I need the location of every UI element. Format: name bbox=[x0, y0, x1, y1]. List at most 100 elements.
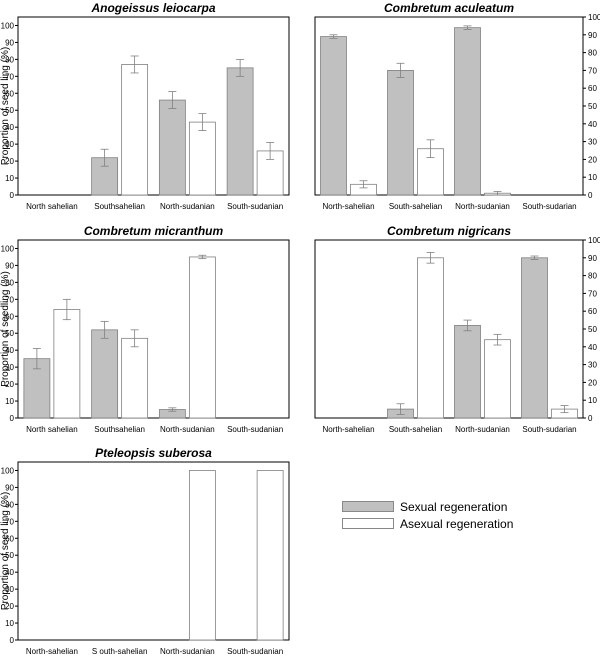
chart-title: Combretum aculeatum bbox=[384, 1, 514, 15]
y-tick-label: 70 bbox=[5, 295, 14, 304]
y-tick-label: 60 bbox=[5, 534, 14, 543]
x-tick-label: South-sahelian bbox=[389, 202, 442, 211]
x-tick-label: North-sudanian bbox=[455, 425, 510, 434]
y-tick-label: 10 bbox=[5, 174, 14, 183]
y-tick-label: 70 bbox=[5, 72, 14, 81]
y-axis-label: Proportion of seed ling (%) bbox=[0, 47, 11, 165]
x-tick-label: South-sudarian bbox=[522, 425, 576, 434]
y-tick-label: 70 bbox=[588, 66, 597, 75]
y-tick-label: 30 bbox=[588, 138, 597, 147]
y-tick-label: 20 bbox=[5, 602, 14, 611]
x-tick-label: South-sudanian bbox=[227, 647, 283, 656]
y-tick-label: 30 bbox=[5, 585, 14, 594]
y-tick-label: 10 bbox=[588, 173, 597, 182]
legend-label-sexual: Sexual regeneration bbox=[400, 499, 508, 514]
legend-item-asexual: Asexual regeneration bbox=[342, 515, 513, 532]
y-axis-label: Proportion of seed ling (%) bbox=[0, 492, 11, 610]
y-tick-label: 90 bbox=[5, 261, 14, 270]
y-tick-label: 50 bbox=[5, 551, 14, 560]
bar-sexual bbox=[158, 99, 186, 196]
y-tick-label: 70 bbox=[5, 517, 14, 526]
legend-swatch-sexual bbox=[342, 501, 394, 512]
y-tick-label: 100 bbox=[1, 466, 15, 475]
y-tick-label: 20 bbox=[588, 378, 597, 387]
y-tick-label: 100 bbox=[588, 236, 600, 245]
bar-asexual bbox=[484, 339, 511, 419]
x-tick-label: North-sudanian bbox=[455, 202, 510, 211]
chart-panel-2: Combretum aculeatum 0 10 20 30 40 50 60 70 80 90 10… bbox=[314, 1, 600, 211]
bar-asexual bbox=[188, 121, 216, 196]
plot-frame bbox=[314, 16, 584, 196]
chart-title: Anogeissus leiocarpa bbox=[90, 1, 215, 15]
bar-sexual bbox=[521, 257, 548, 419]
y-tick-label: 100 bbox=[1, 244, 15, 253]
y-tick-label: 30 bbox=[5, 363, 14, 372]
x-tick-label: North sahelian bbox=[26, 425, 78, 434]
x-tick-label: North-sudanian bbox=[160, 647, 215, 656]
x-tick-label: North-sudanian bbox=[160, 425, 215, 434]
y-tick-label: 60 bbox=[5, 312, 14, 321]
y-tick-label: 30 bbox=[588, 361, 597, 370]
y-tick-label: 50 bbox=[588, 102, 597, 111]
x-tick-label: South-sahelian bbox=[389, 425, 442, 434]
x-tick-label: Southsahelian bbox=[94, 202, 145, 211]
y-tick-label: 80 bbox=[588, 49, 597, 58]
y-tick-label: 100 bbox=[588, 13, 600, 22]
chart-title: Combretum nigricans bbox=[387, 224, 511, 238]
bar-sexual bbox=[320, 36, 347, 196]
y-tick-label: 90 bbox=[5, 483, 14, 492]
legend: Sexual regeneration Asexual regeneration bbox=[342, 498, 513, 532]
y-tick-label: 40 bbox=[5, 123, 14, 132]
y-tick-label: 50 bbox=[588, 325, 597, 334]
y-tick-label: 70 bbox=[588, 289, 597, 298]
x-tick-label: Southsahelian bbox=[94, 425, 145, 434]
chart-panel-1: Anogeissus leiocarpa 0 10 20 30 40 50 60 70 80 90 1… bbox=[0, 1, 290, 211]
y-tick-label: 0 bbox=[588, 414, 593, 423]
bar-asexual bbox=[417, 257, 444, 419]
y-tick-label: 50 bbox=[5, 106, 14, 115]
legend-item-sexual: Sexual regeneration bbox=[342, 498, 513, 515]
y-tick-label: 10 bbox=[5, 619, 14, 628]
y-tick-label: 60 bbox=[588, 84, 597, 93]
chart-panel-5: Pteleopsis suberosa 0 10 20 30 40 50 60 70 80 90 10… bbox=[0, 446, 290, 656]
x-tick-label: North-sudanian bbox=[160, 202, 215, 211]
legend-swatch-asexual bbox=[342, 518, 394, 529]
chart-panel-4: Combretum nigricans 0 10 20 30 40 50 60 70 80 90 10… bbox=[314, 224, 600, 434]
chart-title: Pteleopsis suberosa bbox=[95, 446, 212, 460]
y-tick-label: 0 bbox=[588, 191, 593, 200]
y-tick-label: 80 bbox=[5, 278, 14, 287]
y-tick-label: 0 bbox=[10, 414, 15, 423]
y-tick-label: 0 bbox=[10, 636, 15, 645]
y-tick-label: 80 bbox=[5, 55, 14, 64]
legend-label-asexual: Asexual regeneration bbox=[400, 516, 514, 531]
x-tick-label: South-sudanian bbox=[227, 202, 283, 211]
y-tick-label: 0 bbox=[10, 191, 15, 200]
y-tick-label: 40 bbox=[5, 568, 14, 577]
y-tick-label: 80 bbox=[588, 272, 597, 281]
bar-sexual bbox=[226, 67, 254, 196]
y-tick-label: 60 bbox=[588, 307, 597, 316]
chart-title: Combretum micranthum bbox=[84, 224, 224, 238]
chart-panel-3: Combretum micranthum 0 10 20 30 40 50 60 70 80 90 1… bbox=[0, 224, 290, 434]
y-axis-label: Proportion of seedling (%) bbox=[0, 271, 11, 387]
x-tick-label: S outh-sahelian bbox=[92, 647, 148, 656]
bar-asexual bbox=[121, 337, 149, 419]
y-tick-label: 90 bbox=[5, 38, 14, 47]
bar-asexual bbox=[121, 64, 149, 196]
y-tick-label: 80 bbox=[5, 500, 14, 509]
x-tick-label: North-sahelian bbox=[26, 647, 78, 656]
x-tick-label: North-sahelian bbox=[322, 202, 374, 211]
bar-asexual bbox=[188, 256, 216, 419]
y-tick-label: 10 bbox=[5, 397, 14, 406]
y-tick-label: 40 bbox=[588, 343, 597, 352]
y-tick-label: 30 bbox=[5, 140, 14, 149]
y-tick-label: 40 bbox=[588, 120, 597, 129]
y-tick-label: 40 bbox=[5, 346, 14, 355]
plot-frame bbox=[17, 461, 290, 641]
bar-sexual bbox=[454, 325, 481, 419]
y-tick-label: 20 bbox=[5, 157, 14, 166]
bar-sexual bbox=[91, 329, 119, 419]
y-tick-label: 20 bbox=[5, 380, 14, 389]
bar-asexual bbox=[188, 470, 216, 641]
bar-sexual bbox=[454, 27, 481, 196]
